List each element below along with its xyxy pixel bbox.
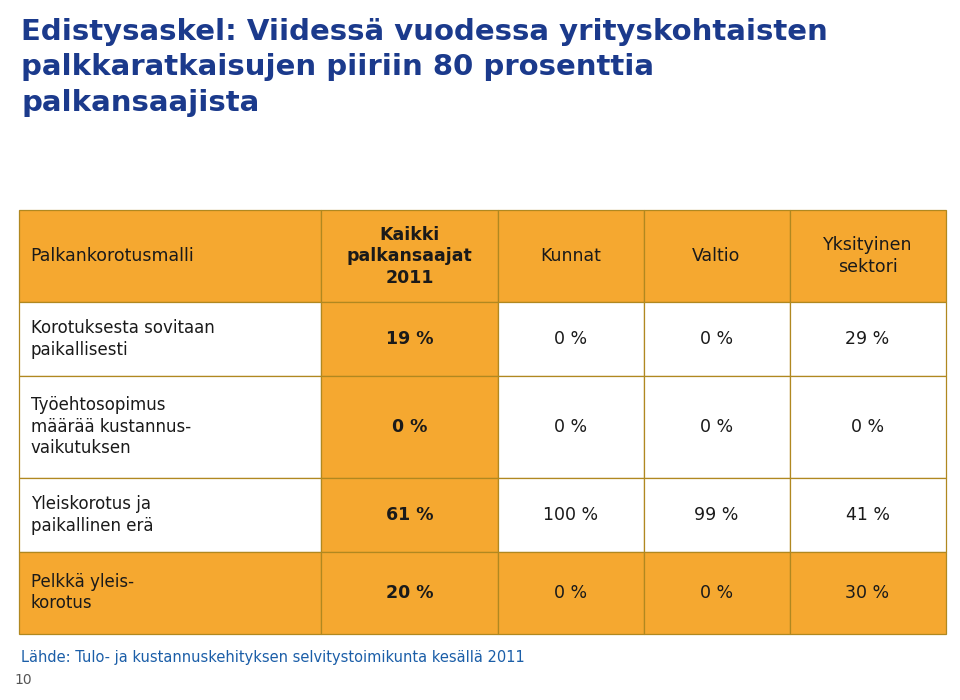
Bar [322, 552, 497, 634]
Text: Työehtosopimus
määrää kustannus-
vaikutuksen: Työehtosopimus määrää kustannus- vaikutu… [31, 396, 191, 458]
Bar [643, 376, 789, 478]
Bar [789, 302, 946, 376]
Text: 20 %: 20 % [386, 584, 433, 601]
Text: 41 %: 41 % [846, 506, 890, 524]
Text: 0 %: 0 % [851, 418, 884, 436]
Text: Pelkkä yleis-
korotus: Pelkkä yleis- korotus [31, 573, 133, 612]
Text: Edistysaskel: Viidessä vuodessa yrityskohtaisten
palkkaratkaisujen piiriin 80 pr: Edistysaskel: Viidessä vuodessa yritysko… [21, 18, 828, 117]
Text: Palkankorotusmalli: Palkankorotusmalli [31, 247, 195, 265]
Text: Yleiskorotus ja
paikallinen erä: Yleiskorotus ja paikallinen erä [31, 496, 154, 535]
Text: 0 %: 0 % [554, 584, 588, 601]
Text: 0 %: 0 % [700, 418, 733, 436]
Bar [19, 376, 322, 478]
Text: 0 %: 0 % [700, 330, 733, 348]
Bar [643, 552, 789, 634]
Text: Lähde: Tulo- ja kustannuskehityksen selvitystoimikunta kesällä 2011: Lähde: Tulo- ja kustannuskehityksen selv… [21, 650, 525, 664]
Text: Yksityinen
sektori: Yksityinen sektori [823, 237, 912, 276]
Text: 0 %: 0 % [392, 418, 427, 436]
Text: 10: 10 [14, 673, 32, 687]
Text: Valtio: Valtio [692, 247, 741, 265]
Bar [322, 302, 497, 376]
Text: 0 %: 0 % [554, 418, 588, 436]
Bar [19, 210, 322, 302]
Bar [322, 478, 497, 552]
Bar [322, 210, 497, 302]
Bar [322, 376, 497, 478]
Bar [19, 552, 322, 634]
Bar [19, 302, 322, 376]
Text: Korotuksesta sovitaan
paikallisesti: Korotuksesta sovitaan paikallisesti [31, 319, 214, 358]
Text: 99 %: 99 % [694, 506, 738, 524]
Bar [789, 478, 946, 552]
Text: 0 %: 0 % [554, 330, 588, 348]
Text: Kunnat: Kunnat [540, 247, 601, 265]
Text: 30 %: 30 % [846, 584, 890, 601]
Bar [497, 302, 643, 376]
Text: 19 %: 19 % [386, 330, 433, 348]
Bar [497, 376, 643, 478]
Bar [497, 210, 643, 302]
Bar [643, 210, 789, 302]
Bar [789, 376, 946, 478]
Text: 100 %: 100 % [543, 506, 598, 524]
Bar [19, 478, 322, 552]
Text: 0 %: 0 % [700, 584, 733, 601]
Bar [789, 210, 946, 302]
Text: 29 %: 29 % [846, 330, 890, 348]
Bar [643, 302, 789, 376]
Text: 61 %: 61 % [386, 506, 433, 524]
Bar [497, 552, 643, 634]
Bar [643, 478, 789, 552]
Bar [497, 478, 643, 552]
Text: Kaikki
palkansaajat
2011: Kaikki palkansaajat 2011 [347, 225, 472, 286]
Bar [789, 552, 946, 634]
